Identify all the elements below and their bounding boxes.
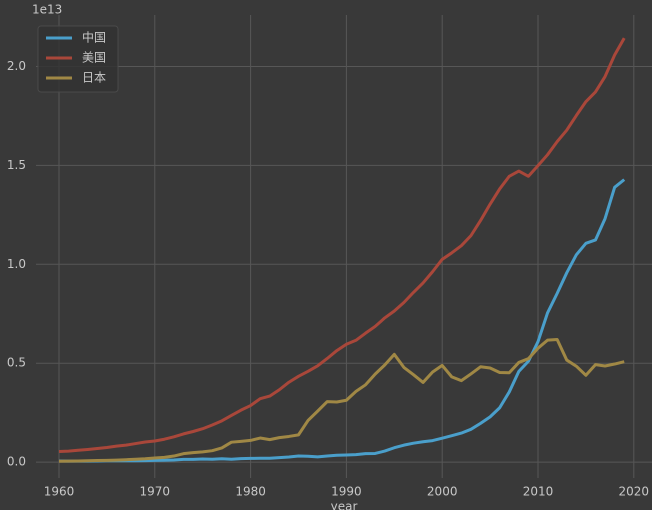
line: [58, 37, 626, 453]
line: [58, 178, 626, 463]
y-tick-label: 1.5: [7, 158, 26, 172]
y-tick-label: 1.0: [7, 257, 26, 271]
x-tick-label: 1970: [140, 485, 171, 499]
x-axis-label: year: [331, 500, 358, 510]
x-tick-label: 1980: [235, 485, 266, 499]
x-tick-label: 2000: [427, 485, 458, 499]
offset-label: 1e13: [32, 3, 62, 17]
x-tick-label: 2010: [523, 485, 554, 499]
x-tick-label: 1960: [44, 485, 75, 499]
y-tick-label: 0.5: [7, 356, 26, 370]
line: [58, 338, 625, 463]
x-tick-label: 1990: [331, 485, 362, 499]
legend-label: 日本: [82, 71, 106, 85]
legend-label: 美国: [82, 51, 106, 65]
legend-label: 中国: [82, 30, 106, 45]
y-tick-label: 0.0: [7, 455, 26, 469]
y-tick-label: 2.0: [7, 59, 26, 73]
x-tick-label: 2020: [619, 485, 650, 499]
legend-box: [37, 25, 119, 93]
